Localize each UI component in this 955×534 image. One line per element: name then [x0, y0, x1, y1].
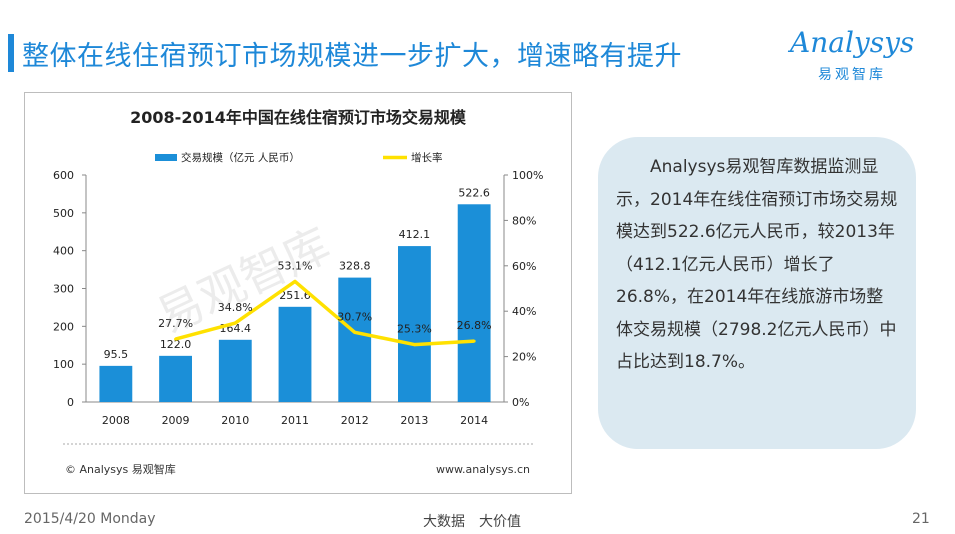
x-tick-label: 2010 — [221, 414, 249, 427]
bar-2012 — [338, 277, 372, 402]
y-right-tick-label: 0% — [512, 396, 529, 409]
x-tick-label: 2012 — [341, 414, 369, 427]
y-left-tick-label: 300 — [53, 283, 74, 296]
title-accent-bar — [8, 34, 14, 72]
info-text: Analysys易观智库数据监测显示，2014年在线住宿预订市场交易规模达到52… — [616, 157, 898, 372]
growth-point-2014 — [472, 339, 476, 343]
y-right-tick-label: 100% — [512, 169, 543, 182]
growth-point-2012 — [353, 330, 357, 334]
footer-slogan: 大数据 大价值 — [423, 514, 521, 530]
y-left-tick-label: 200 — [53, 320, 74, 333]
y-right-tick-label: 40% — [512, 305, 536, 318]
chart-source: © Analysys 易观智库 — [65, 462, 176, 476]
y-left-tick-label: 0 — [67, 396, 74, 409]
growth-value-label: 53.1% — [278, 259, 313, 272]
growth-point-2011 — [293, 279, 297, 283]
bar-value-label: 95.5 — [104, 348, 129, 361]
market-size-chart: 2008-2014年中国在线住宿预订市场交易规模 交易规模（亿元 人民币） 增长率… — [53, 108, 543, 476]
chart-panel: 2008-2014年中国在线住宿预订市场交易规模 交易规模（亿元 人民币） 增长率… — [24, 92, 572, 494]
growth-point-2013 — [412, 343, 416, 347]
bar-2013 — [398, 246, 431, 402]
bar-value-label: 251.6 — [279, 289, 311, 302]
bar-value-label: 522.6 — [458, 186, 490, 199]
bar-value-label: 122.0 — [160, 338, 192, 351]
page-number: 21 — [912, 511, 930, 527]
logo-wordmark: Analysys — [790, 26, 915, 59]
x-tick-label: 2013 — [400, 414, 428, 427]
legend-bar-label: 交易规模（亿元 人民币） — [181, 151, 300, 164]
analysys-logo: Analysys 易观智库 — [790, 20, 940, 90]
chart-title: 2008-2014年中国在线住宿预订市场交易规模 — [130, 108, 467, 127]
info-callout: Analysys易观智库数据监测显示，2014年在线住宿预订市场交易规模达到52… — [598, 137, 916, 449]
legend-bar-swatch — [155, 154, 177, 161]
slide-title: 整体在线住宿预订市场规模进一步扩大，增速略有提升 — [22, 41, 682, 72]
bar-value-label: 328.8 — [339, 260, 371, 273]
growth-value-label: 30.7% — [337, 310, 372, 323]
y-right-tick-label: 20% — [512, 351, 536, 364]
bar-2008 — [99, 365, 133, 402]
footer-date: 2015/4/20 Monday — [24, 511, 156, 527]
y-left-tick-label: 500 — [53, 207, 74, 220]
logo-subtitle: 易观智库 — [818, 67, 886, 83]
y-left-tick-label: 400 — [53, 245, 74, 258]
growth-value-label: 26.8% — [457, 319, 492, 332]
y-left-tick-label: 100 — [53, 358, 74, 371]
growth-point-2009 — [174, 337, 178, 341]
growth-value-label: 27.7% — [158, 317, 193, 330]
y-right-tick-label: 60% — [512, 260, 536, 273]
y-right-tick-label: 80% — [512, 214, 536, 227]
growth-value-label: 34.8% — [218, 301, 253, 314]
x-tick-label: 2009 — [162, 414, 190, 427]
bar-value-label: 412.1 — [399, 228, 431, 241]
growth-rate-line — [175, 279, 475, 347]
bar-2011 — [278, 306, 312, 402]
bar-2010 — [218, 339, 252, 402]
growth-point-2010 — [233, 321, 237, 325]
growth-value-label: 25.3% — [397, 323, 432, 336]
chart-website: www.analysys.cn — [436, 463, 530, 476]
x-tick-label: 2011 — [281, 414, 309, 427]
bar-2009 — [159, 355, 192, 402]
x-tick-label: 2008 — [102, 414, 130, 427]
y-left-tick-label: 600 — [53, 169, 74, 182]
bar-2014 — [457, 204, 491, 402]
x-tick-label: 2014 — [460, 414, 488, 427]
legend-line-label: 增长率 — [411, 151, 443, 164]
